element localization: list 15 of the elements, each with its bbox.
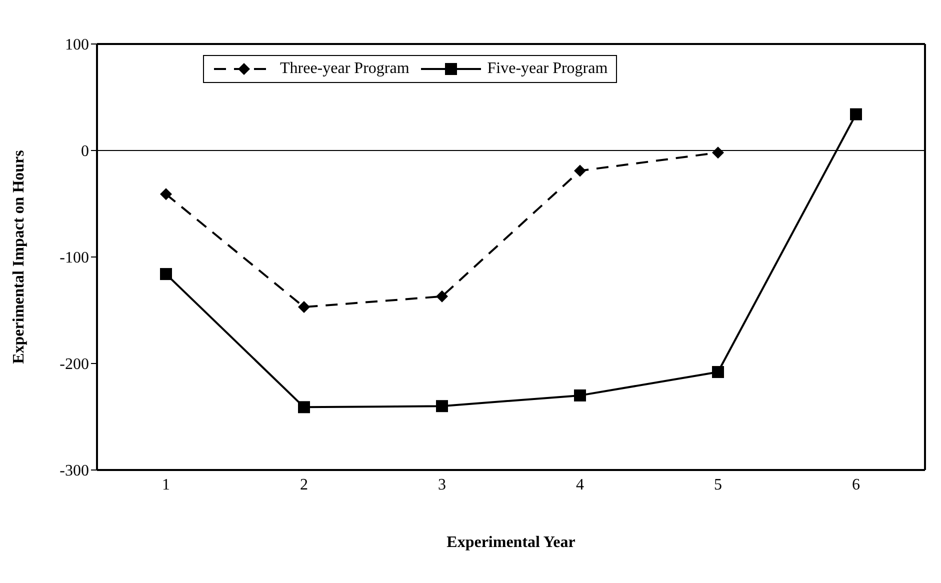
x-tick-label: 6 — [852, 476, 860, 494]
y-tick-label: -100 — [60, 250, 89, 267]
x-tick-label: 5 — [714, 476, 722, 494]
x-axis-title: Experimental Year — [446, 534, 576, 551]
x-tick-label: 3 — [438, 476, 446, 494]
legend-label: Three-year Program — [280, 60, 410, 78]
y-tick-label: 100 — [65, 36, 89, 54]
y-tick-label: 0 — [81, 143, 89, 160]
y-axis-title: Experimental Impact on Hours — [10, 150, 28, 364]
x-tick-label: 2 — [300, 476, 308, 494]
legend-label: Five-year Program — [487, 60, 608, 78]
y-tick-label: -200 — [60, 356, 89, 374]
x-tick-label: 4 — [576, 476, 584, 494]
x-tick-label: 1 — [162, 476, 170, 494]
y-tick-label: -300 — [60, 462, 89, 480]
